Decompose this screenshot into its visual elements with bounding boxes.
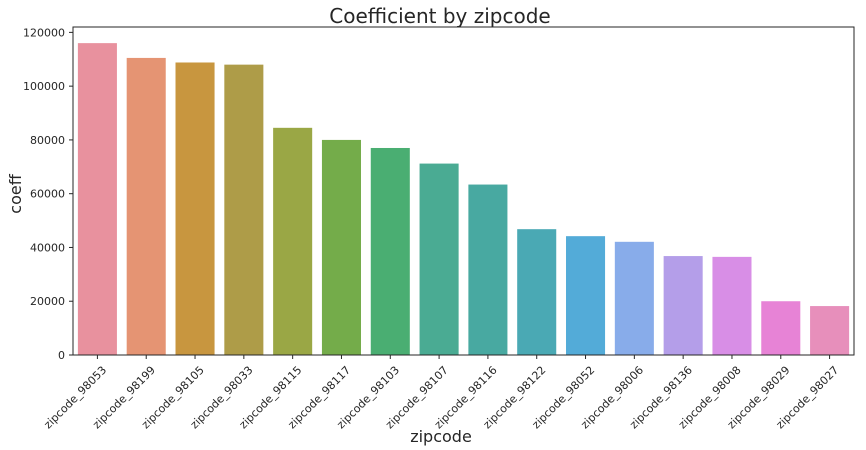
chart-title: Coefficient by zipcode — [329, 4, 550, 28]
x-axis-label: zipcode — [410, 427, 472, 446]
bar-zipcode_98105 — [175, 62, 215, 356]
x-axis-ticks: zipcode_98053zipcode_98199zipcode_98105z… — [41, 355, 841, 431]
bar-zipcode_98033 — [224, 64, 264, 355]
bar-zipcode_98029 — [761, 301, 801, 355]
y-tick-label: 80000 — [30, 134, 65, 147]
y-tick-label: 60000 — [30, 188, 65, 201]
plot-frame — [72, 26, 855, 356]
y-axis-ticks: 0 20000 40000 60000 80000 100000 120000 — [23, 26, 73, 362]
bar-zipcode_98116 — [468, 184, 508, 355]
y-tick-label: 100000 — [23, 80, 65, 93]
bar-zipcode_98027 — [810, 306, 850, 355]
bar-zipcode_98053 — [77, 43, 117, 355]
bar-zipcode_98117 — [321, 139, 361, 355]
bar-zipcode_98107 — [419, 163, 459, 355]
bar-zipcode_98052 — [566, 236, 606, 355]
y-tick-label: 0 — [58, 349, 65, 362]
bar-zipcode_98006 — [614, 241, 654, 355]
y-tick-label: 40000 — [30, 241, 65, 254]
bar-zipcode_98122 — [517, 229, 557, 355]
y-tick-label: 20000 — [30, 295, 65, 308]
bar-zipcode_98103 — [370, 147, 410, 355]
bar-zipcode_98136 — [663, 256, 703, 355]
bar-zipcode_98008 — [712, 256, 752, 355]
bars-group — [77, 43, 850, 356]
y-axis-label: coeff — [6, 173, 25, 213]
y-tick-label: 120000 — [23, 26, 65, 39]
bar-zipcode_98199 — [126, 57, 166, 356]
bar-zipcode_98115 — [273, 127, 313, 355]
